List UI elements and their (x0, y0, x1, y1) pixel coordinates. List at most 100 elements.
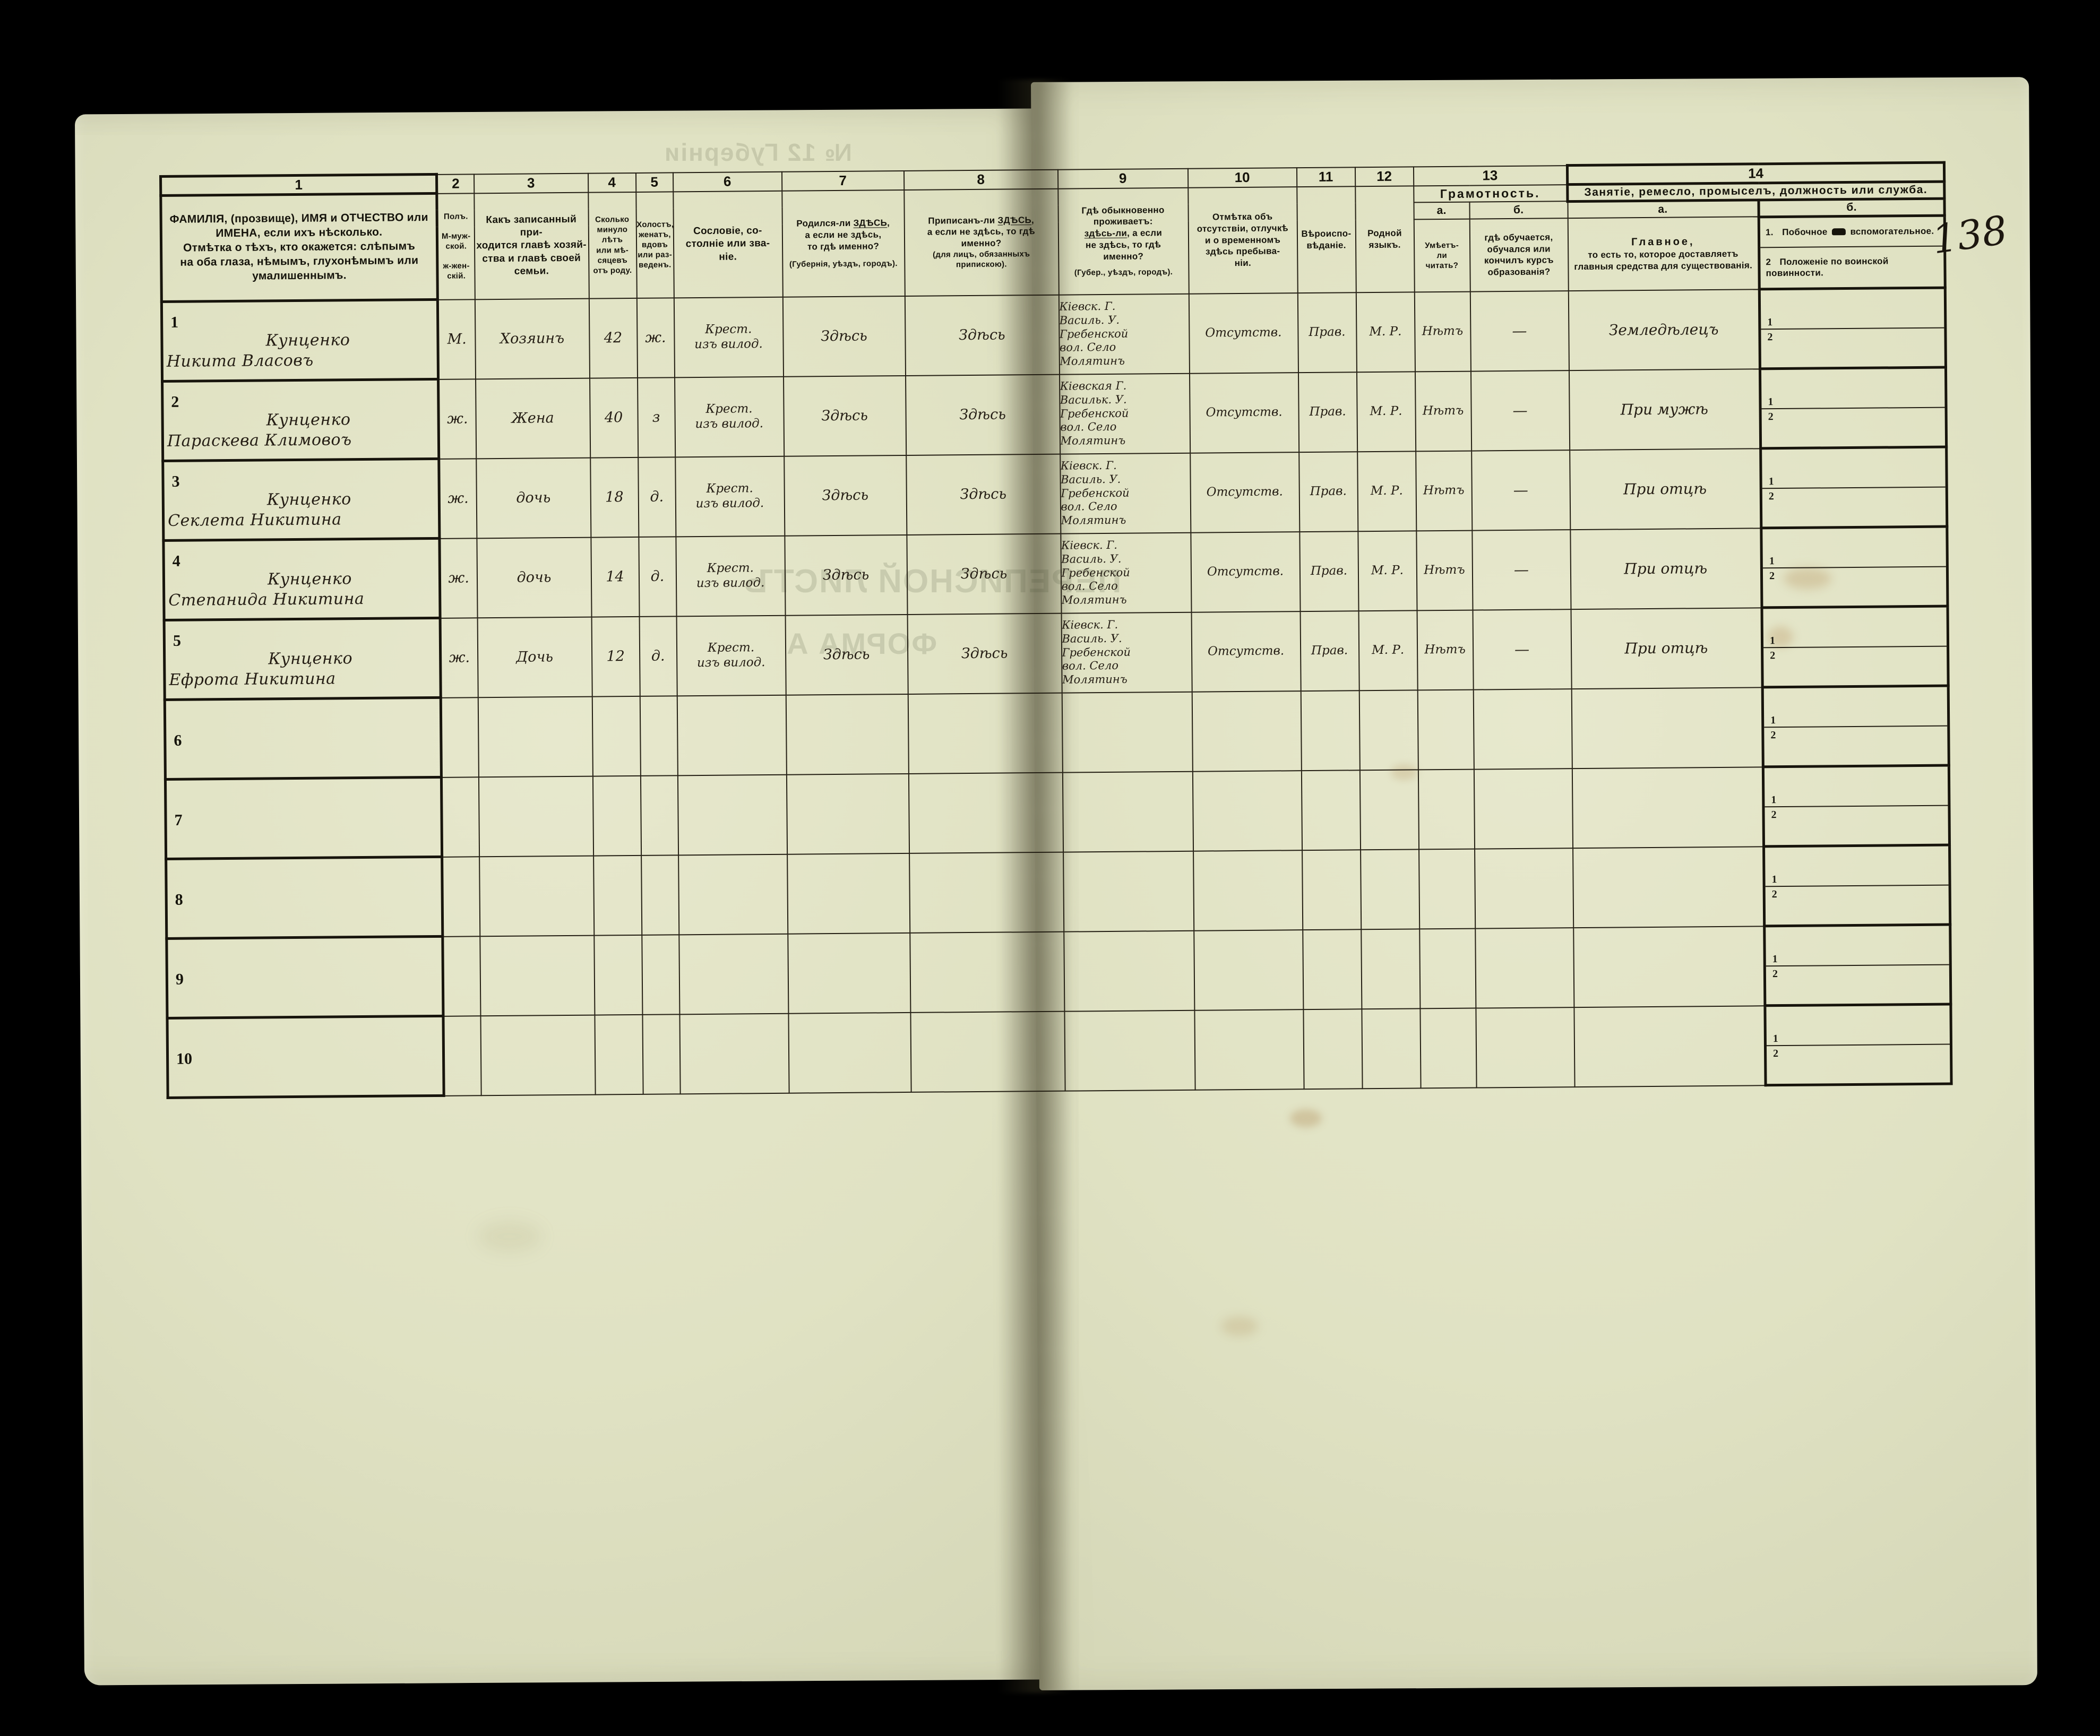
cell-occupation-side[interactable]: 1 2 (1762, 606, 1949, 687)
cell-literacy-education[interactable] (1474, 768, 1573, 849)
cell-residence[interactable] (1062, 771, 1193, 852)
cell-occupation-main[interactable] (1573, 1005, 1766, 1087)
cell-sex[interactable]: ж. (438, 378, 476, 459)
cell-name[interactable]: 6 (165, 697, 442, 780)
cell-religion[interactable] (1302, 849, 1361, 930)
cell-occupation-side-sub2[interactable]: 2 (1763, 646, 1947, 662)
cell-religion[interactable] (1302, 929, 1362, 1009)
cell-literacy-read[interactable]: Нѣтъ (1416, 530, 1473, 610)
cell-occupation-side[interactable]: 1 2 (1760, 367, 1947, 448)
cell-born-here[interactable] (786, 773, 909, 854)
cell-occupation-main[interactable] (1573, 926, 1765, 1007)
cell-occupation-side[interactable]: 1 2 (1765, 1004, 1952, 1085)
cell-registered-here[interactable] (908, 693, 1063, 774)
cell-language[interactable]: М. Р. (1357, 451, 1416, 531)
cell-literacy-read[interactable] (1417, 689, 1474, 770)
cell-relation[interactable]: дочь (476, 537, 592, 618)
cell-age[interactable] (592, 775, 641, 856)
cell-occupation-side-sub2[interactable]: 2 (1764, 726, 1947, 741)
cell-age[interactable]: 42 (589, 298, 638, 378)
cell-occupation-side-sub1[interactable]: 1 (1764, 711, 1948, 728)
cell-registered-here[interactable] (908, 772, 1063, 853)
cell-name[interactable]: 2 Кунценко Параскева Климовоъ (162, 379, 439, 461)
cell-language[interactable] (1361, 928, 1420, 1009)
cell-occupation-side-sub2[interactable]: 2 (1763, 567, 1946, 582)
cell-sex[interactable]: ж. (439, 538, 478, 618)
cell-occupation-side-sub2[interactable]: 2 (1767, 1044, 1950, 1060)
cell-born-here[interactable]: Здѣсь (784, 534, 908, 616)
cell-born-here[interactable]: Здѣсь (784, 455, 907, 536)
cell-absence[interactable] (1193, 929, 1303, 1010)
table-row[interactable]: 7 1 2 (165, 765, 1950, 859)
cell-language[interactable] (1359, 769, 1419, 850)
cell-born-here[interactable] (786, 694, 909, 775)
cell-registered-here[interactable] (909, 852, 1064, 933)
cell-occupation-side[interactable]: 1 2 (1762, 686, 1949, 767)
cell-occupation-main[interactable]: Земледѣлецъ (1568, 289, 1760, 370)
cell-age[interactable] (593, 935, 642, 1015)
cell-occupation-main[interactable] (1571, 687, 1763, 768)
cell-residence[interactable]: Кіевск. Г. Василь. У. Гребенской вол. Село М… (1060, 532, 1192, 614)
cell-sex[interactable] (441, 776, 479, 857)
cell-residence[interactable]: Кіевск. Г. Василь. У. Гребенской вол. Село М… (1060, 453, 1191, 534)
cell-religion[interactable] (1301, 690, 1360, 771)
cell-religion[interactable] (1303, 1008, 1363, 1089)
cell-language[interactable] (1360, 849, 1419, 929)
cell-estate[interactable]: Крест. изъ вилод. (675, 536, 786, 616)
cell-name[interactable]: 8 (166, 857, 443, 939)
cell-residence[interactable] (1062, 692, 1193, 773)
cell-language[interactable]: М. Р. (1356, 371, 1416, 452)
cell-literacy-education[interactable]: — (1470, 370, 1570, 451)
cell-occupation-side-sub1[interactable]: 1 (1766, 950, 1949, 966)
cell-estate[interactable] (677, 774, 787, 855)
cell-literacy-read[interactable] (1418, 769, 1475, 849)
cell-born-here[interactable] (787, 932, 910, 1014)
cell-residence[interactable] (1064, 1010, 1195, 1091)
cell-sex[interactable]: ж. (440, 617, 478, 698)
table-row[interactable]: 10 1 2 (167, 1004, 1952, 1098)
cell-age[interactable]: 12 (591, 616, 640, 697)
cell-marital[interactable]: д. (638, 536, 677, 617)
cell-literacy-education[interactable]: — (1473, 609, 1572, 690)
cell-sex[interactable]: М. (437, 299, 476, 379)
cell-occupation-side[interactable]: 1 2 (1764, 925, 1951, 1006)
cell-estate[interactable]: Крест. изъ вилод. (676, 615, 786, 696)
cell-residence[interactable]: Кіевск. Г. Василь. У. Гребенской вол. Село М… (1061, 612, 1192, 693)
cell-name[interactable]: 4 Кунценко Степанида Никитина (163, 538, 441, 620)
cell-sex[interactable] (442, 856, 480, 937)
cell-age[interactable]: 14 (590, 537, 640, 617)
table-row[interactable]: 5 Кунценко Ефрота Никитина ж. Дочь 12 д.… (164, 606, 1949, 700)
cell-age[interactable] (594, 1014, 643, 1095)
cell-occupation-side[interactable]: 1 2 (1761, 526, 1948, 608)
cell-occupation-main[interactable] (1572, 846, 1765, 928)
cell-religion[interactable]: Прав. (1298, 372, 1357, 452)
cell-estate[interactable]: Крест. изъ вилод. (674, 297, 784, 377)
cell-name[interactable]: 7 (165, 777, 442, 859)
cell-born-here[interactable]: Здѣсь (783, 375, 906, 456)
cell-literacy-education[interactable]: — (1471, 529, 1571, 610)
cell-occupation-side-sub1[interactable]: 1 (1761, 313, 1944, 330)
cell-occupation-side[interactable]: 1 2 (1759, 288, 1946, 369)
cell-literacy-read[interactable]: Нѣтъ (1417, 610, 1474, 690)
cell-occupation-side-sub1[interactable]: 1 (1765, 870, 1949, 887)
cell-occupation-main[interactable]: При отцѣ (1570, 528, 1762, 609)
cell-literacy-education[interactable] (1475, 1007, 1575, 1088)
cell-occupation-side-sub2[interactable]: 2 (1766, 965, 1949, 980)
cell-absence[interactable]: Отсутств. (1190, 452, 1299, 533)
cell-literacy-education[interactable] (1475, 927, 1574, 1008)
cell-registered-here[interactable]: Здѣсь (905, 374, 1060, 455)
table-row[interactable]: 3 Кунценко Секлета Никитина ж. дочь 18 д… (162, 447, 1947, 541)
cell-language[interactable]: М. Р. (1358, 610, 1418, 690)
cell-occupation-side[interactable]: 1 2 (1760, 447, 1947, 528)
cell-name[interactable]: 9 (166, 936, 443, 1018)
cell-religion[interactable] (1301, 770, 1361, 850)
cell-born-here[interactable] (787, 853, 910, 934)
cell-literacy-education[interactable]: — (1471, 450, 1570, 531)
cell-relation[interactable] (479, 856, 594, 936)
cell-born-here[interactable]: Здѣсь (782, 296, 906, 377)
cell-relation[interactable]: Жена (475, 378, 590, 459)
cell-literacy-education[interactable] (1474, 848, 1573, 929)
cell-name[interactable]: 3 Кунценко Секлета Никитина (162, 459, 440, 541)
cell-age[interactable] (592, 696, 641, 776)
cell-age[interactable]: 18 (590, 457, 639, 538)
